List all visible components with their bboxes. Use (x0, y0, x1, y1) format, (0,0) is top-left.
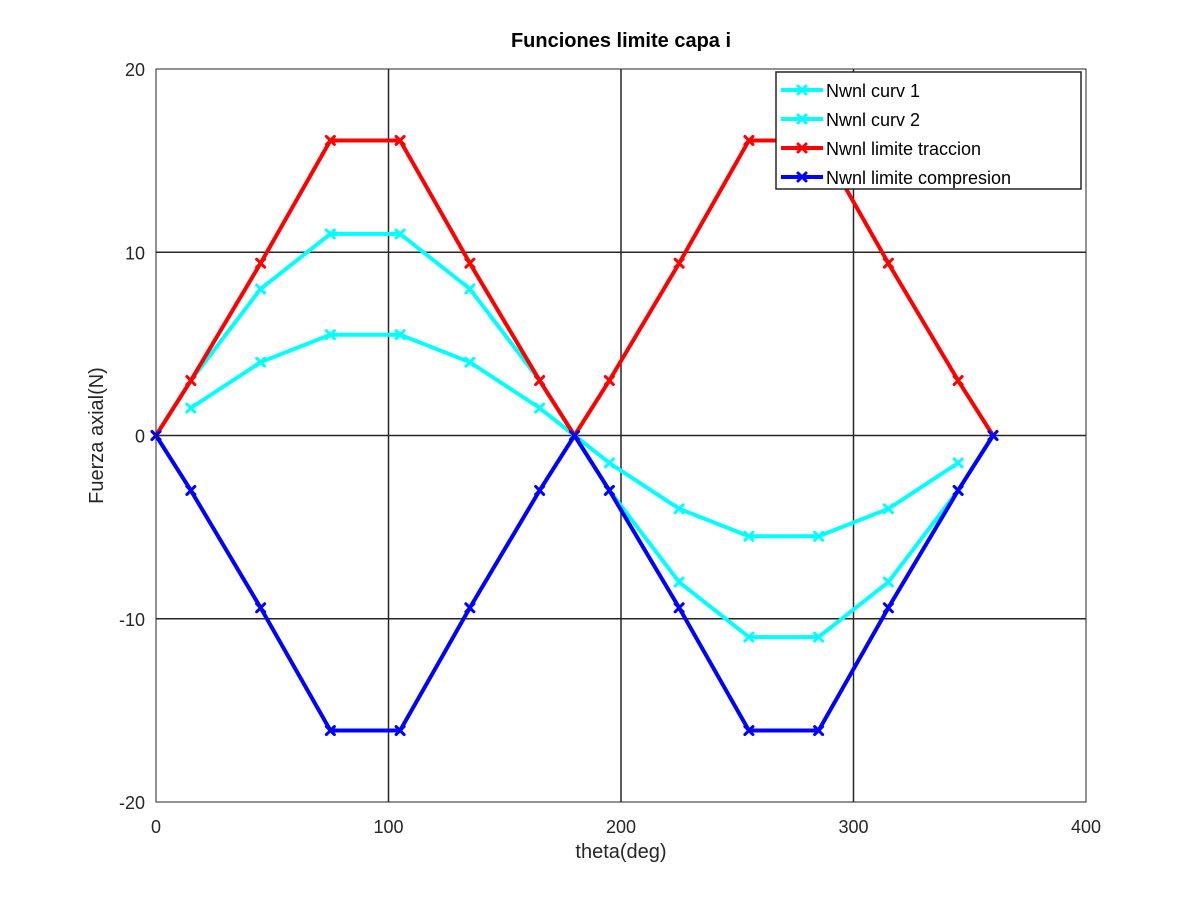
x-tick-label: 300 (838, 817, 868, 837)
data-point (813, 530, 825, 542)
data-point (394, 134, 406, 146)
data-point (796, 113, 808, 125)
series-layer (150, 134, 999, 737)
data-point (743, 725, 755, 737)
data-point (673, 576, 685, 588)
data-point (743, 530, 755, 542)
data-point (603, 375, 615, 387)
data-point (796, 84, 808, 96)
data-point (603, 457, 615, 469)
data-point (255, 257, 267, 269)
data-point (534, 402, 546, 414)
data-point (673, 503, 685, 515)
data-point (882, 602, 894, 614)
tick-labels: 0 100 200 300 400 -20 -10 0 10 20 (119, 60, 1101, 837)
legend: Nwnl curv 1 Nwnl curv 2 Nwnl limite tracci… (775, 71, 1082, 190)
y-axis-label: Fuerza axial(N) (86, 367, 108, 504)
x-axis-label: theta(deg) (575, 841, 666, 863)
legend-entry: Nwnl curv 2 (781, 110, 920, 130)
data-point (813, 725, 825, 737)
series-4 (150, 430, 999, 737)
data-point (464, 283, 476, 295)
data-point (796, 142, 808, 154)
legend-box (775, 71, 1082, 190)
data-point (324, 228, 336, 240)
data-point (255, 356, 267, 368)
data-point (464, 257, 476, 269)
data-point (464, 356, 476, 368)
data-point (603, 484, 615, 496)
data-point (743, 631, 755, 643)
y-tick-label: -20 (119, 793, 145, 813)
y-tick-label: 10 (125, 243, 145, 263)
legend-label: Nwnl limite traccion (826, 139, 981, 159)
data-point (185, 402, 197, 414)
y-tick-label: 20 (125, 60, 145, 80)
y-tick-label: -10 (119, 610, 145, 630)
data-point (882, 576, 894, 588)
data-point (185, 375, 197, 387)
data-point (673, 602, 685, 614)
x-tick-label: 200 (606, 817, 636, 837)
x-tick-label: 400 (1071, 817, 1101, 837)
data-point (324, 134, 336, 146)
grid-lines (156, 69, 1086, 802)
data-point (394, 228, 406, 240)
data-point (952, 457, 964, 469)
chart-title: Funciones limite capa i (511, 30, 731, 52)
data-point (796, 171, 808, 183)
data-point (394, 725, 406, 737)
data-point (882, 257, 894, 269)
legend-entry: Nwnl limite traccion (781, 139, 981, 159)
data-point (882, 503, 894, 515)
legend-label: Nwnl curv 2 (826, 110, 920, 130)
data-point (255, 602, 267, 614)
x-tick-label: 0 (151, 817, 161, 837)
data-point (673, 257, 685, 269)
data-point (952, 375, 964, 387)
data-point (987, 430, 999, 441)
y-tick-label: 0 (135, 427, 145, 447)
legend-entry: Nwnl limite compresion (781, 168, 1011, 188)
data-point (394, 329, 406, 341)
data-point (952, 484, 964, 496)
data-point (324, 725, 336, 737)
x-tick-label: 100 (373, 817, 403, 837)
data-point (324, 329, 336, 341)
data-point (464, 602, 476, 614)
legend-label: Nwnl curv 1 (826, 81, 920, 101)
data-point (813, 631, 825, 643)
legend-entry: Nwnl curv 1 (781, 81, 920, 101)
data-point (743, 134, 755, 146)
legend-label: Nwnl limite compresion (826, 168, 1011, 188)
data-point (534, 375, 546, 387)
data-point (534, 484, 546, 496)
data-point (255, 283, 267, 295)
data-point (569, 430, 580, 441)
data-point (185, 484, 197, 496)
